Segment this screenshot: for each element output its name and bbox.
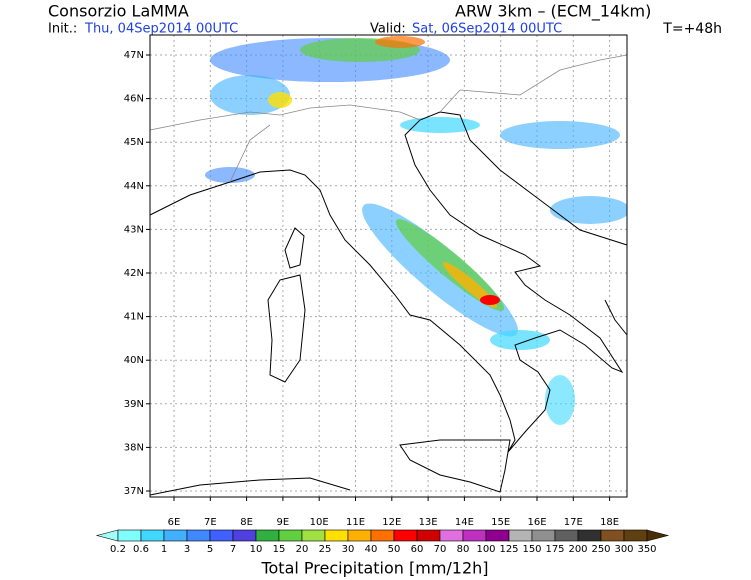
colorbar-label: 25 bbox=[319, 544, 332, 555]
lon-label: 11E bbox=[346, 517, 365, 528]
colorbar-box bbox=[623, 529, 648, 542]
colorbar-label: 1 bbox=[161, 544, 167, 555]
map-frame bbox=[149, 34, 628, 498]
lat-label: 37N bbox=[124, 486, 144, 497]
init-value: Thu, 04Sep2014 00UTC bbox=[84, 22, 238, 37]
colorbar-box bbox=[485, 529, 510, 542]
lon-label: 15E bbox=[491, 517, 510, 528]
colorbar-box bbox=[255, 529, 280, 542]
colorbar-box bbox=[531, 529, 556, 542]
lat-label: 45N bbox=[124, 137, 144, 148]
colorbar-label: 10 bbox=[250, 544, 263, 555]
colorbar-box bbox=[117, 529, 142, 542]
colorbar-box bbox=[370, 529, 395, 542]
colorbar-label: 80 bbox=[457, 544, 470, 555]
colorbar-label: 150 bbox=[522, 544, 541, 555]
colorbar-label: 250 bbox=[591, 544, 610, 555]
lat-label: 44N bbox=[124, 181, 144, 192]
colorbar-label: 100 bbox=[476, 544, 495, 555]
forecast-time: T=+48h bbox=[662, 21, 722, 37]
colorbar-label: 50 bbox=[388, 544, 401, 555]
lon-label: 16E bbox=[527, 517, 546, 528]
colorbar-label: 0.6 bbox=[133, 544, 149, 555]
colorbar-box bbox=[301, 529, 326, 542]
colorbar-arrow bbox=[646, 529, 670, 542]
colorbar-box bbox=[347, 529, 372, 542]
colorbar-box bbox=[186, 529, 211, 542]
lat-label: 38N bbox=[124, 442, 144, 453]
colorbar-box bbox=[232, 529, 257, 542]
colorbar-box bbox=[508, 529, 533, 542]
lat-label: 47N bbox=[124, 50, 144, 61]
colorbar-label: 350 bbox=[637, 544, 656, 555]
title: Consorzio LaMMA bbox=[48, 2, 189, 21]
lon-label: 17E bbox=[564, 517, 583, 528]
colorbar: 0.2 0.6 1 3 5 7 10 15 20 25 30 40 50 60 70 80 100 125 150 1… bbox=[95, 529, 670, 555]
lon-label: 13E bbox=[419, 517, 438, 528]
colorbar-label: 125 bbox=[499, 544, 518, 555]
lon-label: 8E bbox=[240, 517, 253, 528]
lon-label: 10E bbox=[310, 517, 329, 528]
colorbar-box bbox=[140, 529, 165, 542]
map: 47N 46N 45N 44N 43N 42N 41N 40N 39N 38N 37N 6E 7E 8E 9… bbox=[124, 34, 628, 528]
valid-value: Sat, 06Sep2014 00UTC bbox=[412, 22, 562, 37]
precipitation bbox=[205, 36, 627, 425]
lat-label: 39N bbox=[124, 399, 144, 410]
colorbar-box bbox=[324, 529, 349, 542]
colorbar-label: 300 bbox=[614, 544, 633, 555]
valid-label: Valid: bbox=[370, 22, 406, 37]
lat-label: 43N bbox=[124, 224, 144, 235]
colorbar-box bbox=[462, 529, 487, 542]
lon-label: 6E bbox=[168, 517, 181, 528]
colorbar-box bbox=[577, 529, 602, 542]
colorbar-box bbox=[416, 529, 441, 542]
lat-label: 41N bbox=[124, 312, 144, 323]
lon-label: 9E bbox=[277, 517, 290, 528]
colorbar-label: 7 bbox=[230, 544, 236, 555]
colorbar-label: 20 bbox=[296, 544, 309, 555]
colorbar-box bbox=[439, 529, 464, 542]
colorbar-label: 30 bbox=[342, 544, 355, 555]
coastline bbox=[149, 111, 628, 496]
lon-label: 12E bbox=[382, 517, 401, 528]
colorbar-label: 175 bbox=[545, 544, 564, 555]
borders bbox=[149, 54, 628, 183]
colorbar-label: 15 bbox=[273, 544, 286, 555]
grid: 47N 46N 45N 44N 43N 42N 41N 40N 39N 38N 37N 6E 7E 8E 9… bbox=[124, 35, 627, 528]
lat-label: 40N bbox=[124, 355, 144, 366]
model: ARW 3km – (ECM_14km) bbox=[455, 2, 651, 22]
init-label: Init.: bbox=[48, 22, 77, 37]
colorbar-arrow bbox=[95, 529, 119, 542]
colorbar-label: 3 bbox=[184, 544, 190, 555]
colorbar-label: 40 bbox=[365, 544, 378, 555]
colorbar-label: 5 bbox=[207, 544, 213, 555]
lat-label: 46N bbox=[124, 94, 144, 105]
colorbar-box bbox=[600, 529, 625, 542]
colorbar-label: 200 bbox=[568, 544, 587, 555]
colorbar-label: 70 bbox=[434, 544, 447, 555]
colorbar-label: 60 bbox=[411, 544, 424, 555]
colorbar-title: Total Precipitation [mm/12h] bbox=[260, 559, 488, 578]
lon-label: 14E bbox=[455, 517, 474, 528]
lat-label: 42N bbox=[124, 268, 144, 279]
lon-label: 18E bbox=[600, 517, 619, 528]
colorbar-box bbox=[554, 529, 579, 542]
lon-label: 7E bbox=[204, 517, 217, 528]
colorbar-box bbox=[393, 529, 418, 542]
colorbar-label: 0.2 bbox=[110, 544, 126, 555]
colorbar-box bbox=[163, 529, 188, 542]
colorbar-box bbox=[278, 529, 303, 542]
colorbar-box bbox=[209, 529, 234, 542]
